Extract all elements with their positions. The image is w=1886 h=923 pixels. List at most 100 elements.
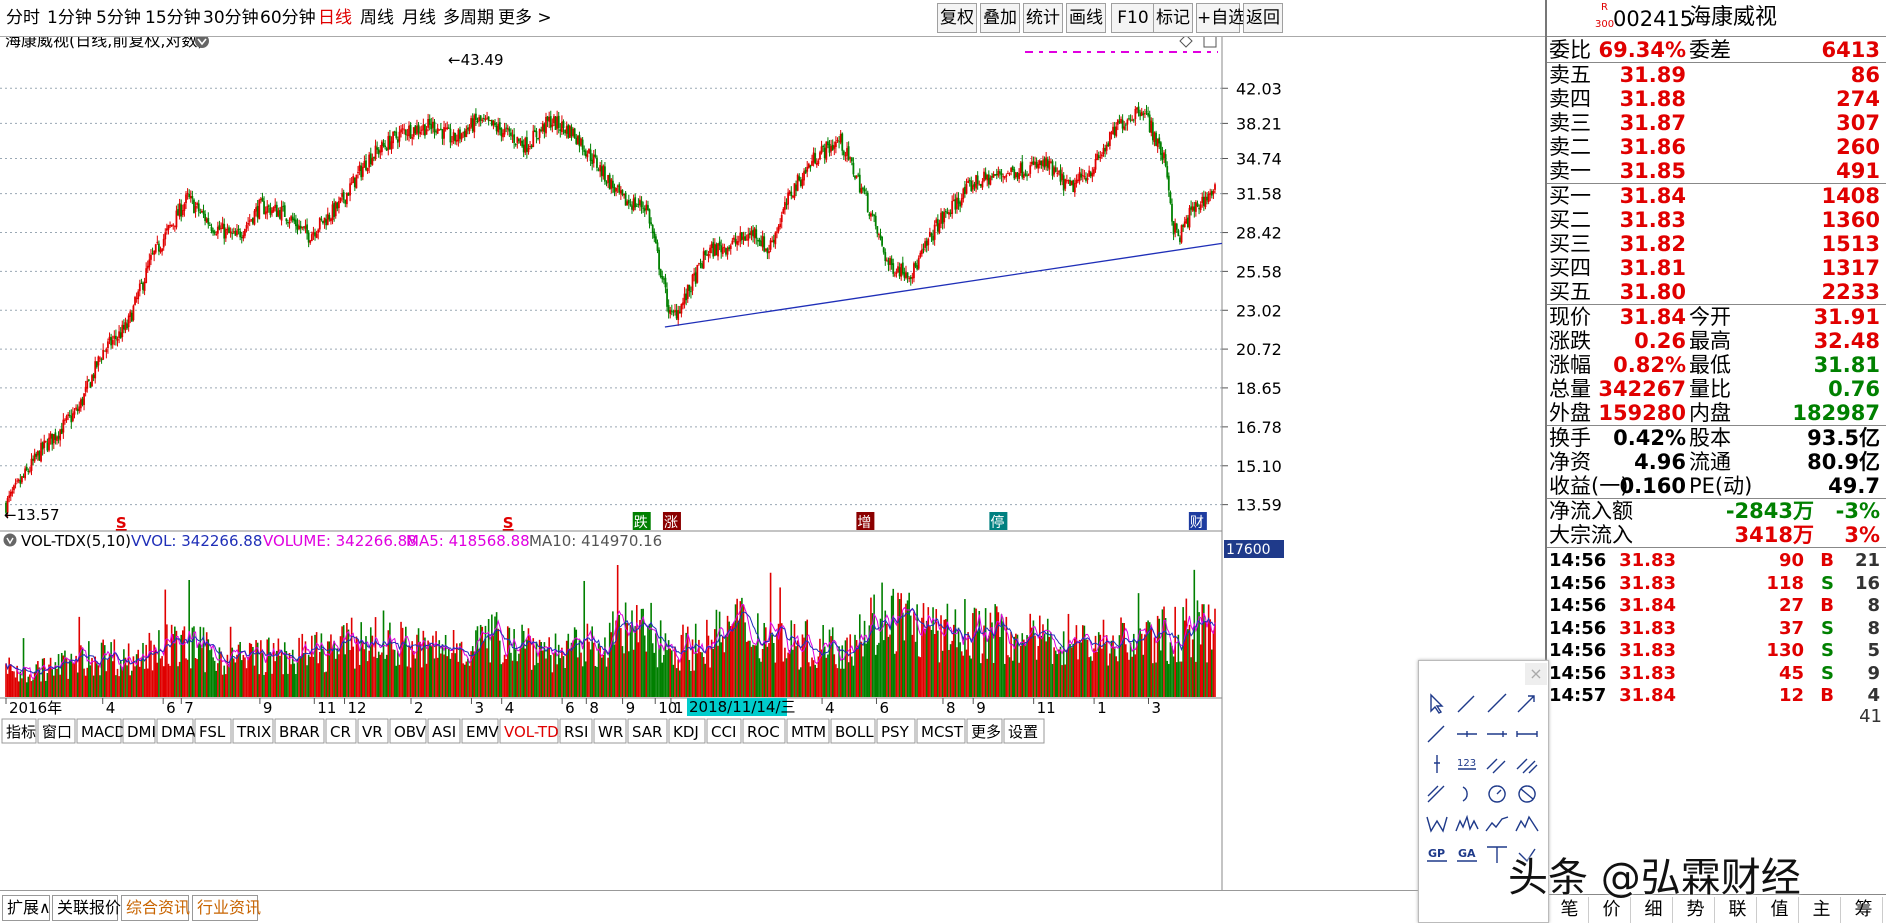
close-icon[interactable]: × <box>1525 663 1547 685</box>
indicator-tab[interactable]: 指标 <box>1 718 37 744</box>
mountain-icon[interactable] <box>1513 811 1541 837</box>
panel-icon[interactable] <box>1203 37 1217 48</box>
indicator-tab[interactable]: FSL <box>194 718 232 744</box>
period-tab[interactable]: 日线 <box>318 8 352 28</box>
indicator-tab[interactable]: WR <box>593 718 627 744</box>
vline-icon[interactable] <box>1423 751 1451 777</box>
y-axis-label: 20.72 <box>1236 340 1282 359</box>
toolbar-button[interactable]: F10 <box>1111 3 1155 33</box>
parallel-icon[interactable] <box>1483 751 1511 777</box>
indicator-tab[interactable]: BOLL <box>830 718 876 744</box>
toolbar-button[interactable]: 返回 <box>1243 3 1283 33</box>
arrow-line-icon[interactable] <box>1513 691 1541 717</box>
chart-area[interactable]: 42.03 38.21 34.74 31.58 28.42 25.58 23.02 20.72… <box>0 37 1545 890</box>
bottom-tab[interactable]: 关联报价 <box>52 895 121 921</box>
marker-icon[interactable] <box>1513 841 1541 867</box>
cycle-icon[interactable] <box>1513 781 1541 807</box>
quote-tab[interactable]: 筹 <box>1845 897 1883 923</box>
toolbar-button[interactable]: 标记 <box>1153 3 1193 33</box>
period-tab[interactable]: 多周期 <box>443 8 494 28</box>
indicator-tab[interactable]: ROC <box>742 718 786 744</box>
line-icon[interactable] <box>1453 691 1481 717</box>
indicator-tab[interactable]: TRIX <box>232 718 274 744</box>
gp-icon[interactable]: GP <box>1423 841 1451 867</box>
event-marker[interactable]: 增 <box>856 512 875 531</box>
event-marker[interactable]: S <box>503 514 514 532</box>
period-tab[interactable]: 5分钟 <box>96 8 141 28</box>
kline-chart[interactable]: 42.0338.2134.7431.5828.4225.5823.0220.72… <box>0 37 1545 890</box>
fib-icon[interactable] <box>1423 781 1451 807</box>
period-tab[interactable]: 月线 <box>402 8 436 28</box>
bottom-tab[interactable]: 行业资讯 <box>192 895 261 921</box>
quote-tab[interactable]: 势 <box>1677 897 1715 923</box>
period-tab[interactable]: 60分钟 <box>260 8 316 28</box>
period-tab[interactable]: 30分钟 <box>203 8 259 28</box>
bottom-tab[interactable]: 综合资讯 <box>121 895 190 921</box>
dot-line-icon[interactable] <box>1453 721 1481 747</box>
indicator-tab[interactable]: VOL-TDX <box>499 718 569 744</box>
label-123-icon[interactable]: 123 <box>1453 751 1481 777</box>
ga-icon[interactable]: GA <box>1453 841 1481 867</box>
event-marker[interactable]: 涨 <box>662 512 681 531</box>
channel-icon[interactable] <box>1513 751 1541 777</box>
toolbar-button[interactable]: 叠加 <box>980 3 1020 33</box>
event-marker[interactable]: S <box>116 514 127 532</box>
period-tab[interactable]: 15分钟 <box>145 8 201 28</box>
volume-bar <box>1053 647 1055 697</box>
indicator-tab[interactable]: KDJ <box>668 718 706 744</box>
quote-tab[interactable]: 价 <box>1593 897 1631 923</box>
toolbar-button[interactable]: 画线 <box>1066 3 1106 33</box>
ray-icon[interactable] <box>1483 691 1511 717</box>
period-tab[interactable]: 1分钟 <box>47 8 92 28</box>
indicator-tab[interactable]: MTM <box>786 718 830 744</box>
indicator-tab[interactable]: BRAR <box>274 718 325 744</box>
indicator-tab[interactable]: MCST <box>916 718 966 744</box>
event-marker[interactable]: 停 <box>989 512 1008 531</box>
text-icon[interactable] <box>1483 841 1511 867</box>
volume-bar <box>570 642 573 697</box>
quote-tab[interactable]: 主 <box>1803 897 1841 923</box>
diamond-icon[interactable] <box>1179 37 1193 48</box>
indicator-tab[interactable]: RSI <box>559 718 593 744</box>
drawing-tool-palette[interactable]: × 123 GP GA <box>1418 660 1549 923</box>
segment-icon[interactable] <box>1423 721 1451 747</box>
event-marker[interactable]: 跌 <box>632 512 651 531</box>
trend-line[interactable] <box>664 242 1223 328</box>
zigzag-icon[interactable] <box>1483 811 1511 837</box>
toolbar-button[interactable]: 统计 <box>1023 3 1063 33</box>
settings-icon[interactable] <box>195 37 209 48</box>
period-tab[interactable]: 分时 <box>6 8 40 28</box>
indicator-tab[interactable]: MACD <box>76 718 126 744</box>
indicator-tab[interactable]: OBV <box>389 718 427 744</box>
indicator-tab[interactable]: 窗口 <box>37 718 76 744</box>
toolbar-button[interactable]: 复权 <box>937 3 977 33</box>
event-marker[interactable]: 财 <box>1188 512 1207 531</box>
indicator-tab[interactable]: CCI <box>706 718 742 744</box>
dash-end-icon[interactable] <box>1483 721 1511 747</box>
indicator-tab[interactable]: PSY <box>876 718 916 744</box>
quote-tab[interactable]: 值 <box>1761 897 1799 923</box>
period-tab[interactable]: 周线 <box>360 8 394 28</box>
toolbar-button[interactable]: +自选 <box>1196 3 1245 33</box>
indicator-tab[interactable]: SAR <box>627 718 668 744</box>
quote-tab[interactable]: 笔 <box>1551 897 1589 923</box>
wave-w-icon[interactable] <box>1423 811 1451 837</box>
indicator-tab[interactable]: DMI <box>122 718 156 744</box>
circle-icon[interactable] <box>1483 781 1511 807</box>
indicator-tab[interactable]: 更多 <box>966 718 1003 744</box>
period-tab[interactable]: 更多 > <box>498 8 552 28</box>
hline-icon[interactable] <box>1513 721 1541 747</box>
indicator-tab[interactable]: CR <box>325 718 357 744</box>
indicator-tab[interactable]: DMA <box>156 718 196 744</box>
indicator-tab[interactable]: 设置 <box>1003 718 1045 744</box>
bottom-tab[interactable]: 扩展∧ <box>2 895 51 921</box>
arc-icon[interactable] <box>1453 781 1481 807</box>
cursor-icon[interactable] <box>1423 691 1451 717</box>
wave-icon[interactable] <box>1453 811 1481 837</box>
indicator-tab[interactable]: VR <box>357 718 389 744</box>
quote-tab[interactable]: 细 <box>1635 897 1673 923</box>
volume-settings-icon[interactable] <box>3 533 17 547</box>
quote-tab[interactable]: 联 <box>1719 897 1757 923</box>
indicator-tab[interactable]: ASI <box>427 718 461 744</box>
indicator-tab[interactable]: EMV <box>461 718 499 744</box>
